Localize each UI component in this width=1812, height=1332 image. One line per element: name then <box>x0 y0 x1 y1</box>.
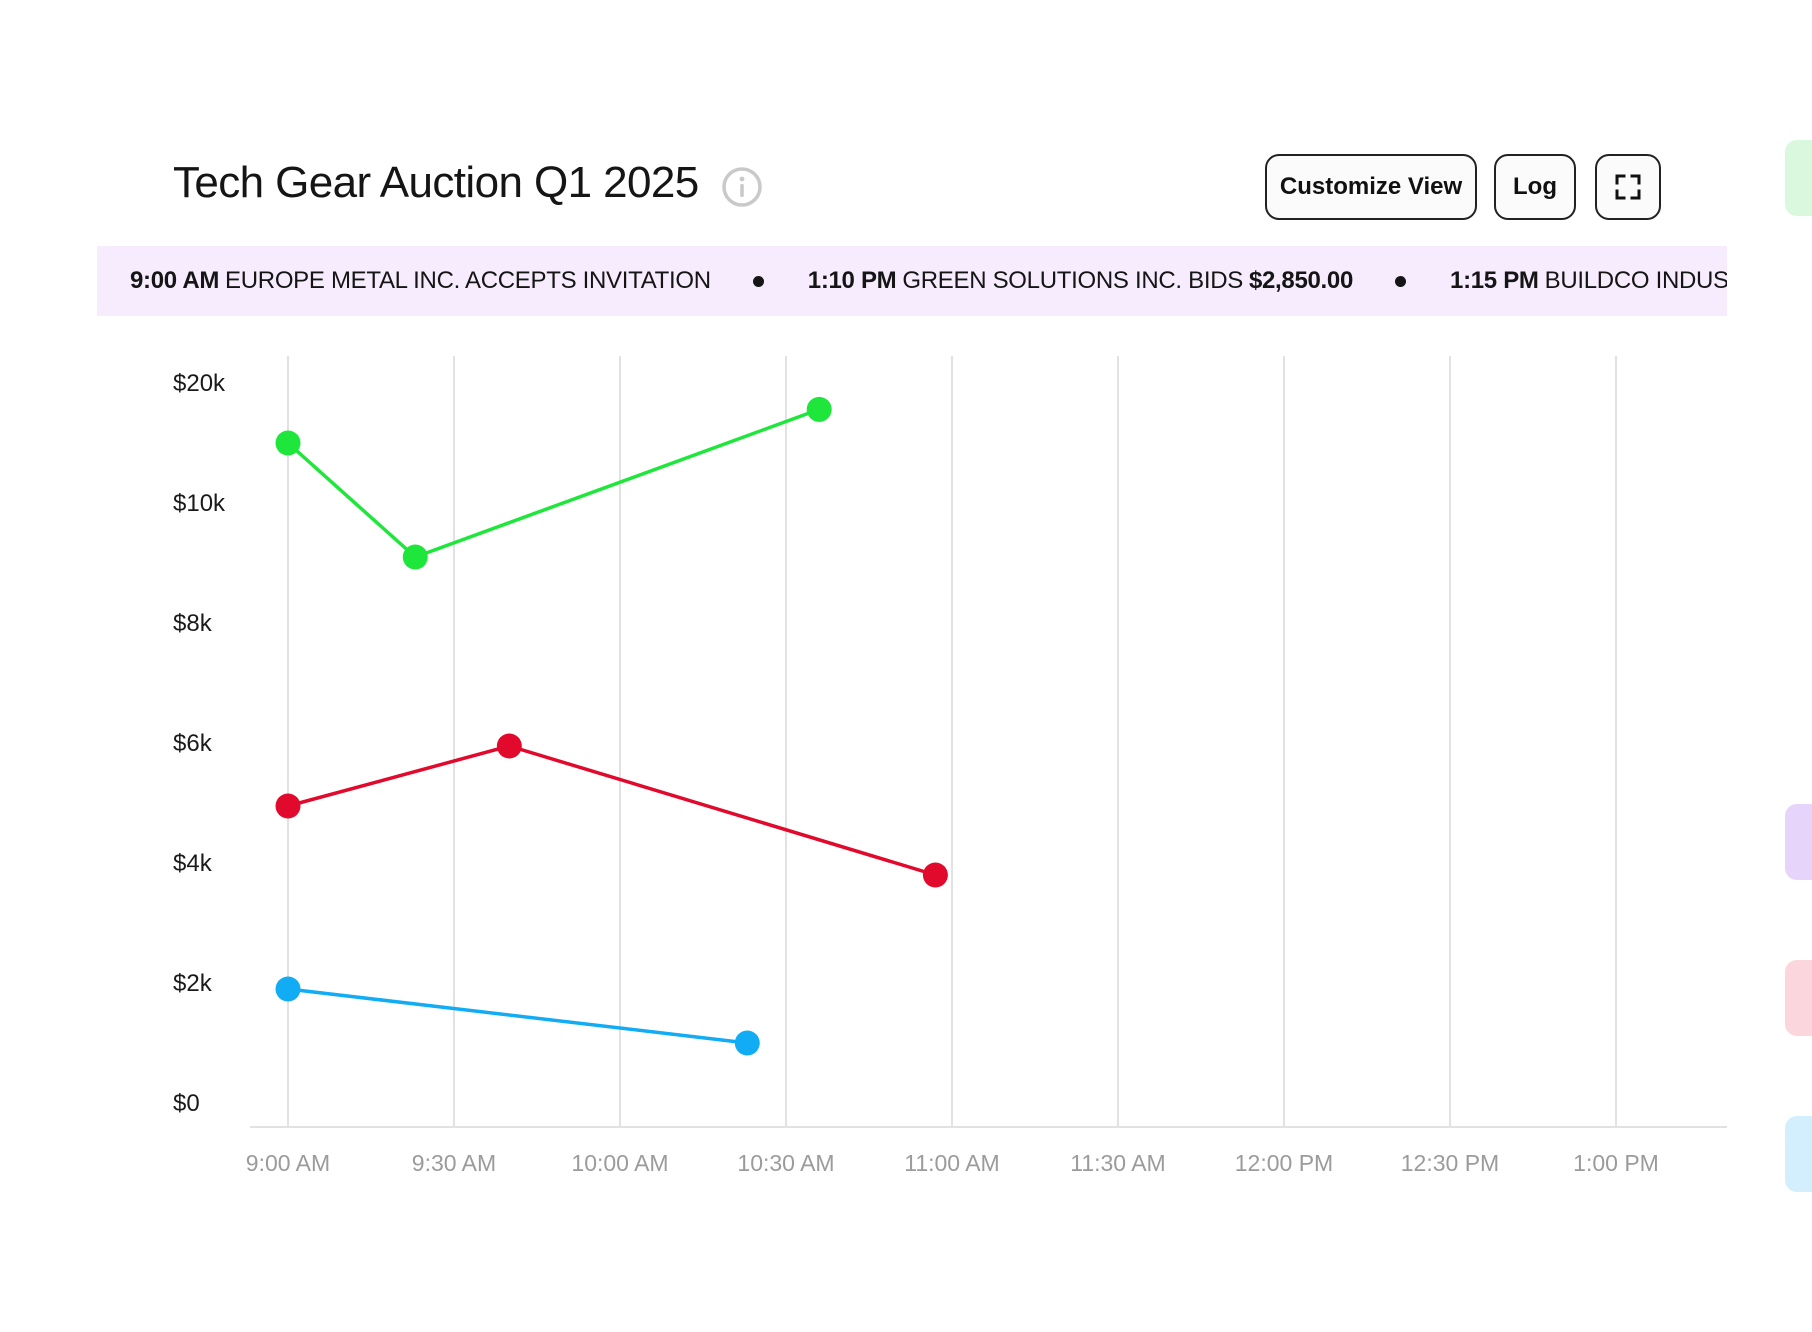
data-point <box>496 733 522 759</box>
series-line <box>286 407 820 559</box>
y-tick-label: $0 <box>173 1090 200 1117</box>
info-icon[interactable] <box>720 165 764 209</box>
data-point <box>275 793 301 819</box>
ticker-amount: $2,850.00 <box>1248 267 1354 294</box>
data-point <box>275 976 301 1002</box>
ticker-item: 1:10 PM GREEN SOLUTIONS INC. BIDS $2,850… <box>807 267 1354 295</box>
series-line <box>287 744 936 877</box>
ticker-time: 9:00 AM <box>130 267 220 294</box>
ticker-separator <box>1395 275 1407 287</box>
y-tick-label: $8k <box>173 610 213 637</box>
series-line <box>287 987 748 1045</box>
y-tick-label: $2k <box>173 970 213 997</box>
ticker-text: EUROPE METAL INC. ACCEPTS INVITATION <box>225 267 711 294</box>
y-tick-label: $10k <box>173 490 226 517</box>
x-tick-label: 12:30 PM <box>1401 1150 1499 1176</box>
y-tick-label: $20k <box>173 370 226 397</box>
data-point <box>734 1030 760 1056</box>
x-tick-label: 10:30 AM <box>737 1150 834 1176</box>
ticker-item: 1:15 PM BUILDCO INDUSTRI <box>1450 267 1727 295</box>
ticker-item: 9:00 AM EUROPE METAL INC. ACCEPTS INVITA… <box>130 267 711 295</box>
customize-view-button[interactable]: Customize View <box>1265 154 1477 220</box>
data-point <box>402 544 428 570</box>
x-tick-label: 10:00 AM <box>571 1150 668 1176</box>
ticker-time: 1:10 PM <box>807 267 897 294</box>
side-panel-tab-blue[interactable] <box>1785 1116 1812 1192</box>
x-tick-label: 11:30 AM <box>1070 1150 1165 1176</box>
expand-button[interactable] <box>1595 154 1661 220</box>
page-title: Tech Gear Auction Q1 2025 <box>173 158 699 207</box>
fullscreen-expand-icon <box>1615 174 1641 200</box>
y-tick-label: $6k <box>173 730 213 757</box>
side-panel-tab-green[interactable] <box>1785 140 1812 216</box>
log-button[interactable]: Log <box>1494 154 1576 220</box>
data-point <box>922 862 948 888</box>
x-tick-label: 12:00 PM <box>1235 1150 1333 1176</box>
data-point <box>806 396 832 422</box>
side-panel-tab-purple[interactable] <box>1785 804 1812 880</box>
x-tick-label: 1:00 PM <box>1573 1150 1659 1176</box>
x-tick-label: 9:30 AM <box>412 1150 496 1176</box>
ticker-time: 1:15 PM <box>1450 267 1539 294</box>
x-tick-label: 11:00 AM <box>904 1150 999 1176</box>
data-point <box>275 430 301 456</box>
ticker-separator <box>752 275 764 287</box>
ticker-text: GREEN SOLUTIONS INC. BIDS <box>902 267 1243 294</box>
activity-ticker: 9:00 AM EUROPE METAL INC. ACCEPTS INVITA… <box>97 246 1727 316</box>
x-tick-label: 9:00 AM <box>246 1150 330 1176</box>
ticker-text: BUILDCO INDUSTRI <box>1544 267 1727 294</box>
y-tick-label: $4k <box>173 850 213 877</box>
side-panel-tab-red[interactable] <box>1785 960 1812 1036</box>
